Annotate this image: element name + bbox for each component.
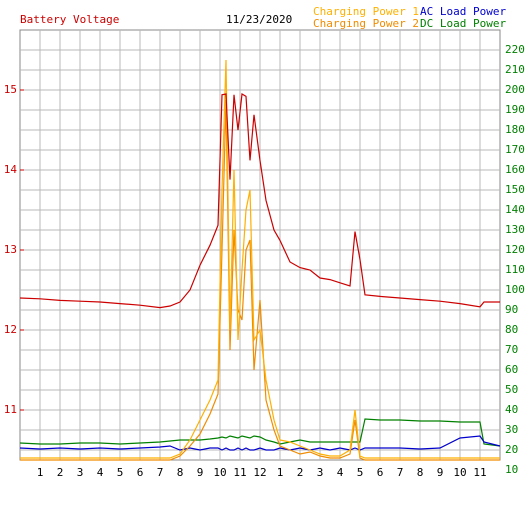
x-tick-label: 2	[297, 466, 304, 479]
legend-label: DC Load Power	[420, 17, 506, 30]
x-tick-label: 6	[137, 466, 144, 479]
y2-tick-label: 90	[505, 303, 518, 316]
x-tick-label: 2	[57, 466, 64, 479]
x-tick-label: 7	[157, 466, 164, 479]
y2-tick-label: 40	[505, 403, 518, 416]
series-line	[20, 59, 500, 459]
chart-title: 11/23/2020	[226, 13, 292, 26]
legend-label: Charging Power 2	[313, 17, 419, 30]
y2-tick-label: 120	[505, 243, 525, 256]
x-tick-label: 6	[377, 466, 384, 479]
y-tick-label: 12	[4, 323, 17, 336]
y-tick-label: 14	[4, 163, 18, 176]
x-tick-label: 9	[197, 466, 204, 479]
y2-tick-label: 160	[505, 163, 525, 176]
x-tick-label: 1	[277, 466, 284, 479]
series-line	[19, 418, 501, 447]
x-tick-label: 3	[317, 466, 324, 479]
y-tick-label: 13	[4, 243, 17, 256]
y2-tick-label: 210	[505, 63, 525, 76]
series-line	[19, 435, 501, 451]
x-tick-label: 10	[453, 466, 466, 479]
x-tick-label: 4	[97, 466, 104, 479]
y2-tick-label: 140	[505, 203, 525, 216]
y2-tick-label: 170	[505, 143, 525, 156]
x-tick-label: 7	[397, 466, 404, 479]
y2-tick-label: 50	[505, 383, 518, 396]
y-tick-label: 15	[4, 83, 17, 96]
y2-tick-label: 20	[505, 443, 518, 456]
series-line	[19, 93, 500, 309]
x-tick-label: 10	[213, 466, 226, 479]
legend-label: AC Load Power	[420, 5, 506, 18]
y2-tick-label: 80	[505, 323, 518, 336]
legend-label: Charging Power 1	[313, 5, 419, 18]
y2-tick-label: 200	[505, 83, 525, 96]
x-tick-label: 8	[417, 466, 424, 479]
y-tick-label: 11	[4, 403, 17, 416]
y2-tick-label: 30	[505, 423, 518, 436]
x-tick-label: 11	[473, 466, 486, 479]
x-tick-label: 12	[253, 466, 266, 479]
y2-tick-label: 130	[505, 223, 525, 236]
y2-tick-label: 100	[505, 283, 525, 296]
x-tick-label: 3	[77, 466, 84, 479]
y2-tick-label: 190	[505, 103, 525, 116]
x-tick-label: 11	[233, 466, 246, 479]
grid	[20, 30, 500, 460]
x-tick-label: 5	[117, 466, 124, 479]
y2-tick-label: 150	[505, 183, 525, 196]
y2-tick-label: 10	[505, 463, 518, 476]
x-tick-label: 4	[337, 466, 344, 479]
legend-label: Battery Voltage	[20, 13, 119, 26]
x-tick-label: 9	[437, 466, 444, 479]
y2-tick-label: 70	[505, 343, 518, 356]
x-tick-label: 5	[357, 466, 364, 479]
y2-tick-label: 180	[505, 123, 525, 136]
x-tick-label: 8	[177, 466, 184, 479]
x-tick-label: 1	[37, 466, 44, 479]
y2-tick-label: 60	[505, 363, 518, 376]
y2-tick-label: 220	[505, 43, 525, 56]
series-line	[20, 99, 500, 461]
y2-tick-label: 110	[505, 263, 525, 276]
